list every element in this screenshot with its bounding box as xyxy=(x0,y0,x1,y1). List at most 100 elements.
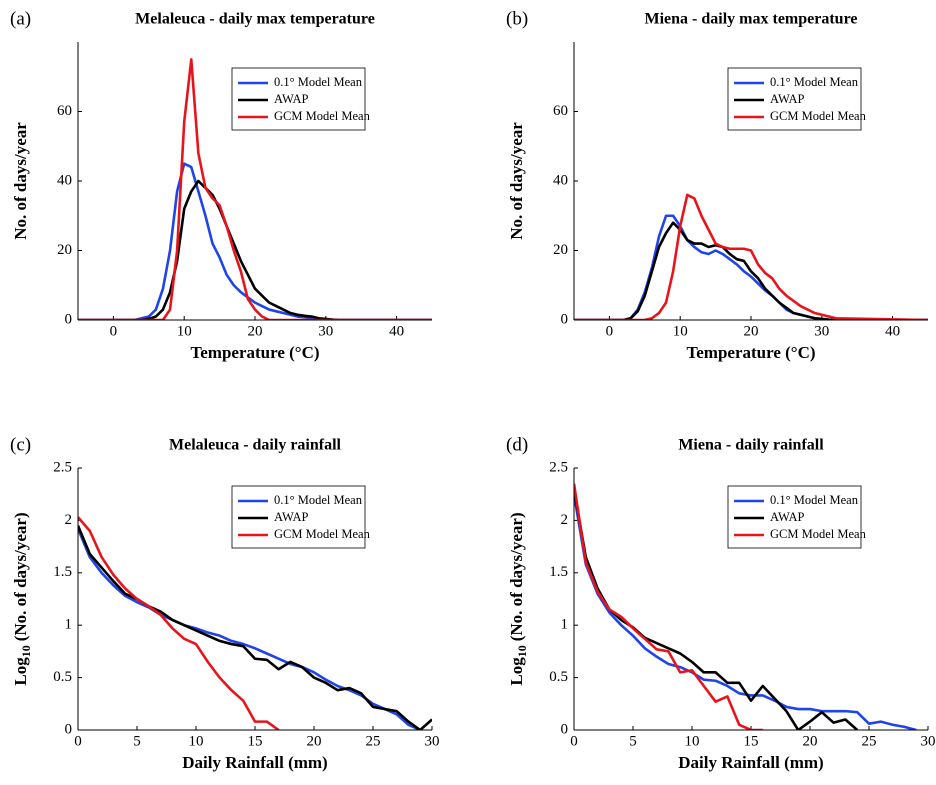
panel-label: (c) xyxy=(10,434,31,455)
x-tick-label: 15 xyxy=(248,733,263,749)
x-tick-label: 30 xyxy=(318,323,333,339)
data-line xyxy=(574,221,928,320)
y-tick-label: 0.5 xyxy=(53,669,72,685)
y-tick-label: 2 xyxy=(561,512,569,528)
y-label-part: (No. of days/year) xyxy=(507,512,526,641)
y-tick-label: 2.5 xyxy=(549,459,568,475)
x-tick-label: 20 xyxy=(307,733,322,749)
x-tick-label: 10 xyxy=(685,733,700,749)
data-line xyxy=(78,516,280,730)
panel-label: (b) xyxy=(506,8,528,29)
y-label-sub: 10 xyxy=(515,645,529,657)
legend-label: 0.1° Model Mean xyxy=(770,75,859,89)
y-tick-label: 60 xyxy=(57,103,72,119)
y-tick-label: 1.5 xyxy=(549,564,568,580)
x-tick-label: 20 xyxy=(248,323,263,339)
y-tick-label: 2.5 xyxy=(53,459,72,475)
chart-title: Miena - daily rainfall xyxy=(678,437,824,454)
legend: 0.1° Model Mean AWAP GCM Model Mean xyxy=(231,67,371,131)
plot-area xyxy=(574,193,928,320)
x-tick-label: 30 xyxy=(921,733,936,749)
x-axis-label: Temperature (°C) xyxy=(686,343,815,362)
legend-label: GCM Model Mean xyxy=(770,527,867,541)
panel-label: (a) xyxy=(10,8,31,29)
legend-label: 0.1° Model Mean xyxy=(274,493,363,507)
y-tick-label: 0 xyxy=(561,311,569,327)
legend-label: AWAP xyxy=(770,510,804,524)
x-axis-label: Daily Rainfall (mm) xyxy=(678,753,823,772)
y-tick-label: 20 xyxy=(57,242,72,258)
plot-area xyxy=(78,516,432,730)
x-tick-label: 40 xyxy=(885,323,900,339)
y-tick-label: 40 xyxy=(57,172,72,188)
y-tick-label: 1 xyxy=(65,617,73,633)
legend-label: AWAP xyxy=(274,510,308,524)
y-axis-label: No. of days/year xyxy=(507,122,526,240)
x-tick-label: 0 xyxy=(110,323,118,339)
plot-area xyxy=(78,58,432,320)
y-axis-label: No. of days/year xyxy=(11,122,30,240)
data-line xyxy=(574,214,928,320)
y-tick-label: 60 xyxy=(553,103,568,119)
y-label-part: (No. of days/year) xyxy=(11,512,30,641)
x-tick-label: 25 xyxy=(862,733,877,749)
y-axis-label: Log10 (No. of days/year) xyxy=(11,512,33,685)
plot-area xyxy=(574,483,917,730)
y-tick-label: 1 xyxy=(561,617,569,633)
x-tick-label: 10 xyxy=(177,323,192,339)
data-line xyxy=(78,58,432,320)
y-tick-label: 0 xyxy=(561,721,569,737)
y-label-part: Log xyxy=(507,657,526,686)
x-tick-label: 0 xyxy=(570,733,578,749)
y-tick-label: 0 xyxy=(65,311,73,327)
legend-label: GCM Model Mean xyxy=(770,109,867,123)
y-tick-label: 0 xyxy=(65,721,73,737)
x-tick-label: 10 xyxy=(673,323,688,339)
x-tick-label: 30 xyxy=(814,323,829,339)
x-tick-label: 20 xyxy=(744,323,759,339)
data-line xyxy=(78,162,432,320)
y-label-sub: 10 xyxy=(19,645,33,657)
y-axis-label: Log10 (No. of days/year) xyxy=(507,512,529,685)
data-line xyxy=(574,493,917,730)
legend: 0.1° Model Mean AWAP GCM Model Mean xyxy=(727,67,867,131)
panel: (c) Melaleuca - daily rainfall Daily Rainf… xyxy=(10,434,440,772)
panel: (a) Melaleuca - daily max temperature Temp… xyxy=(10,8,432,362)
x-tick-label: 15 xyxy=(744,733,759,749)
chart-title: Melaleuca - daily max temperature xyxy=(135,11,375,28)
x-tick-label: 0 xyxy=(606,323,614,339)
legend-label: GCM Model Mean xyxy=(274,527,371,541)
y-label-part: Log xyxy=(11,657,30,686)
x-tick-label: 25 xyxy=(366,733,381,749)
data-line xyxy=(574,483,763,730)
legend: 0.1° Model Mean AWAP GCM Model Mean xyxy=(727,485,867,549)
y-tick-label: 2 xyxy=(65,512,73,528)
data-line xyxy=(78,528,421,730)
data-line xyxy=(78,525,432,730)
panel: (b) Miena - daily max temperature Temperat… xyxy=(506,8,928,362)
x-axis-label: Daily Rainfall (mm) xyxy=(182,753,327,772)
legend: 0.1° Model Mean AWAP GCM Model Mean xyxy=(231,485,371,549)
panel: (d) Miena - daily rainfall Daily Rainfall … xyxy=(506,434,936,772)
data-line xyxy=(574,193,928,320)
x-tick-label: 40 xyxy=(389,323,404,339)
y-tick-label: 20 xyxy=(553,242,568,258)
legend-label: AWAP xyxy=(770,92,804,106)
y-tick-label: 0.5 xyxy=(549,669,568,685)
legend-label: 0.1° Model Mean xyxy=(770,493,859,507)
x-tick-label: 30 xyxy=(425,733,440,749)
legend-label: AWAP xyxy=(274,92,308,106)
chart-title: Miena - daily max temperature xyxy=(645,11,858,28)
legend-label: 0.1° Model Mean xyxy=(274,75,363,89)
x-tick-label: 5 xyxy=(629,733,637,749)
legend-label: GCM Model Mean xyxy=(274,109,371,123)
y-tick-label: 40 xyxy=(553,172,568,188)
panel-label: (d) xyxy=(506,434,528,455)
x-axis-label: Temperature (°C) xyxy=(190,343,319,362)
y-tick-label: 1.5 xyxy=(53,564,72,580)
x-tick-label: 5 xyxy=(133,733,141,749)
data-line xyxy=(574,488,859,730)
x-tick-label: 20 xyxy=(803,733,818,749)
x-tick-label: 0 xyxy=(74,733,82,749)
